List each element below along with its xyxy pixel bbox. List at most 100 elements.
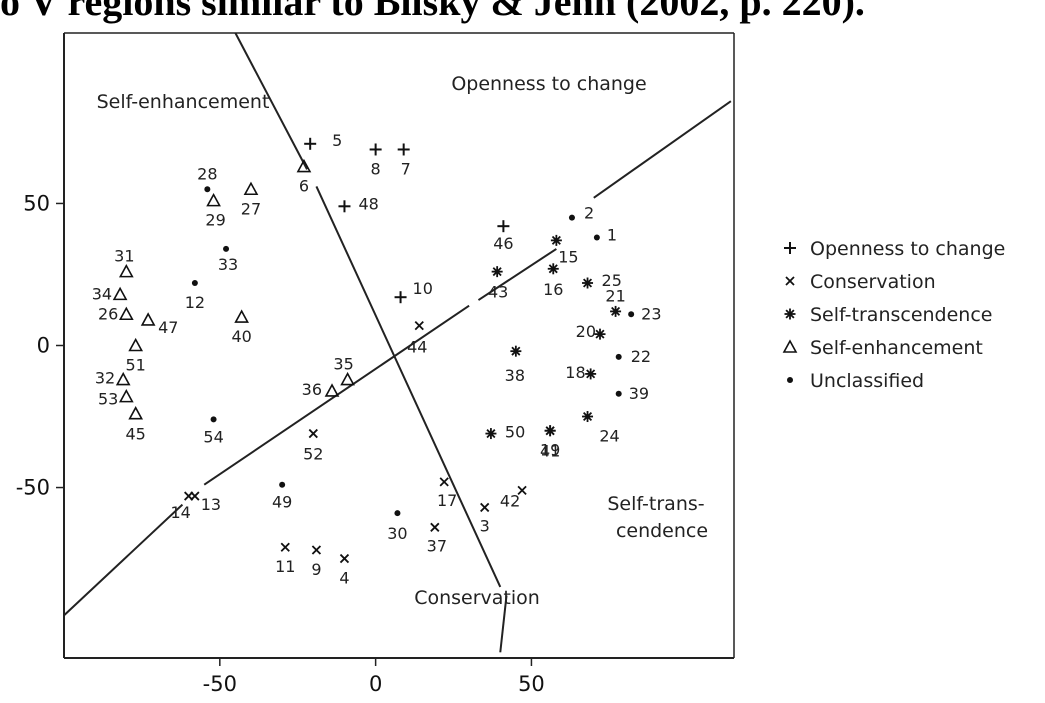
triangle-shape bbox=[324, 383, 340, 397]
plus-marker bbox=[397, 143, 410, 156]
dot-marker bbox=[787, 377, 793, 383]
partition-line bbox=[477, 248, 557, 301]
point-label: 21 bbox=[605, 286, 625, 305]
dot-shape bbox=[210, 416, 217, 423]
point-label: 14 bbox=[170, 503, 190, 522]
plus-marker bbox=[338, 200, 351, 213]
asterisk-marker bbox=[544, 425, 556, 437]
triangle-shape bbox=[112, 286, 128, 301]
region-label: Self-trans- bbox=[607, 493, 704, 515]
point-label: 34 bbox=[92, 284, 112, 303]
legend-entry: Unclassified bbox=[810, 370, 924, 392]
cross-stroke bbox=[430, 522, 440, 532]
asterisk-marker bbox=[610, 305, 622, 317]
asterisk-marker bbox=[594, 328, 606, 340]
point-label: 22 bbox=[631, 347, 651, 366]
cross-marker bbox=[430, 522, 440, 532]
point-label: 18 bbox=[565, 363, 585, 382]
point-label: 10 bbox=[413, 279, 433, 298]
dot-shape bbox=[568, 214, 575, 221]
dot-shape bbox=[204, 186, 211, 193]
triangle-shape bbox=[118, 306, 134, 321]
point-label: 6 bbox=[299, 177, 309, 196]
triangle-marker bbox=[340, 371, 355, 386]
dot-marker bbox=[628, 311, 635, 318]
triangle-marker bbox=[118, 306, 134, 321]
asterisk-marker bbox=[582, 277, 594, 289]
triangle-marker bbox=[112, 286, 128, 301]
triangle-shape bbox=[128, 406, 144, 420]
x-tick-label: 50 bbox=[518, 672, 545, 696]
triangle-shape bbox=[296, 158, 312, 173]
cross-marker bbox=[190, 491, 200, 501]
triangle-shape bbox=[118, 263, 134, 278]
point-label: 29 bbox=[205, 211, 225, 230]
triangle-marker bbox=[234, 309, 249, 323]
point-label: 33 bbox=[218, 255, 238, 274]
asterisk-core bbox=[551, 266, 556, 271]
plus-marker bbox=[497, 220, 510, 233]
plus-marker bbox=[394, 291, 407, 304]
point-label: 17 bbox=[437, 491, 457, 510]
dot-marker bbox=[191, 280, 198, 286]
triangle-shape bbox=[128, 337, 144, 352]
figure-caption: o V regions similar to Bilsky & Jehn (20… bbox=[0, 0, 865, 24]
asterisk-core bbox=[488, 431, 494, 436]
point-label: 31 bbox=[114, 247, 134, 266]
triangle-marker bbox=[128, 337, 144, 352]
point-label: 41 bbox=[540, 442, 560, 461]
axis-ticks: -50 0 50 50 0 -50 bbox=[16, 191, 545, 696]
point-label: 23 bbox=[641, 304, 661, 323]
asterisk-marker bbox=[491, 266, 503, 278]
point-label: 19 bbox=[540, 441, 560, 460]
dot-shape bbox=[628, 311, 635, 318]
y-tick-label: 50 bbox=[23, 191, 50, 215]
point-label: 32 bbox=[95, 369, 115, 388]
partition-lines bbox=[63, 32, 732, 653]
dot-shape bbox=[191, 280, 198, 286]
point-label: 30 bbox=[387, 524, 407, 543]
point-label: 27 bbox=[241, 199, 261, 218]
plus-marker bbox=[304, 137, 317, 150]
cross-stroke bbox=[308, 428, 318, 439]
point-label: 44 bbox=[407, 338, 427, 357]
point-label: 9 bbox=[311, 560, 321, 579]
dot-shape bbox=[223, 245, 230, 252]
asterisk-core bbox=[585, 414, 590, 419]
legend: Openness to change Conservation Self-trans… bbox=[782, 238, 1005, 392]
triangle-marker bbox=[243, 181, 259, 196]
point-label: 49 bbox=[272, 493, 292, 512]
triangle-shape bbox=[206, 192, 221, 207]
asterisk-marker bbox=[784, 308, 796, 320]
cross-marker bbox=[785, 276, 795, 286]
cross-stroke bbox=[414, 320, 424, 331]
cross-stroke bbox=[280, 542, 290, 552]
asterisk-core bbox=[597, 331, 603, 337]
point-label: 53 bbox=[98, 390, 118, 409]
triangle-marker bbox=[140, 312, 156, 326]
cross-stroke bbox=[480, 502, 490, 513]
y-tick-label: -50 bbox=[16, 476, 50, 500]
point-label: 2 bbox=[584, 204, 594, 223]
triangle-shape bbox=[115, 371, 131, 386]
dot-shape bbox=[279, 481, 286, 488]
point-label: 16 bbox=[543, 280, 563, 299]
region-label: cendence bbox=[616, 520, 708, 542]
point-label: 25 bbox=[602, 271, 622, 290]
point-label: 47 bbox=[158, 318, 178, 337]
plus-marker bbox=[369, 143, 382, 156]
triangle-shape bbox=[140, 312, 156, 326]
point-label: 26 bbox=[98, 304, 118, 323]
dot-marker bbox=[223, 245, 230, 252]
region-labels: Openness to change Self-enhancement Self-t… bbox=[97, 73, 708, 609]
dot-marker bbox=[568, 214, 575, 221]
point-label: 13 bbox=[201, 495, 221, 514]
point-label: 38 bbox=[505, 366, 525, 385]
asterisk-marker bbox=[550, 234, 562, 246]
cross-marker bbox=[517, 485, 527, 496]
point-label: 11 bbox=[275, 557, 295, 576]
point-label: 35 bbox=[333, 355, 353, 374]
point-label: 48 bbox=[358, 194, 378, 213]
point-label: 28 bbox=[197, 164, 217, 183]
asterisk-marker bbox=[582, 411, 594, 423]
